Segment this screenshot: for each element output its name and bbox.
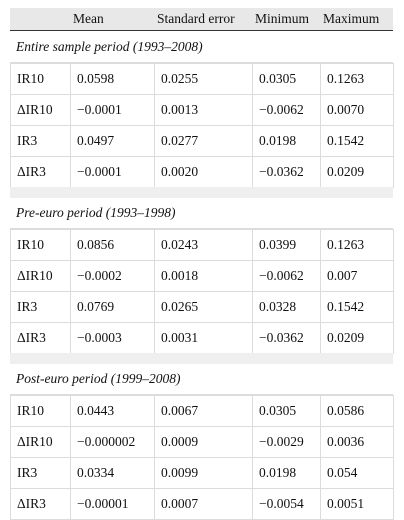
cell-value: 0.0209 xyxy=(320,156,394,188)
cell-value: 0.0070 xyxy=(320,94,394,126)
cell-value: 0.0031 xyxy=(154,322,253,354)
section-title: Post-euro period (1999–2008) xyxy=(10,364,393,395)
cell-value: 0.0009 xyxy=(154,426,253,458)
cell-value: −0.000002 xyxy=(70,426,155,458)
cell-value: 0.0856 xyxy=(70,229,155,261)
cell-value: −0.0029 xyxy=(252,426,321,458)
row-label: ΔIR3 xyxy=(10,156,71,188)
cell-value: 0.0769 xyxy=(70,291,155,323)
header-row xyxy=(10,8,393,30)
cell-value: 0.0598 xyxy=(70,63,155,95)
row-label: IR3 xyxy=(10,291,71,323)
cell-value: 0.0051 xyxy=(320,488,394,520)
cell-value: −0.0362 xyxy=(252,322,321,354)
cell-value: 0.007 xyxy=(320,260,394,292)
cell-value: −0.0054 xyxy=(252,488,321,520)
section-title: Entire sample period (1993–2008) xyxy=(10,32,393,63)
cell-value: 0.0036 xyxy=(320,426,394,458)
cell-value: 0.0399 xyxy=(252,229,321,261)
cell-value: 0.0099 xyxy=(154,457,253,489)
row-label: IR3 xyxy=(10,125,71,157)
column-header: Standard error xyxy=(157,11,235,26)
cell-value: 0.0013 xyxy=(154,94,253,126)
column-header: Maximum xyxy=(323,11,380,26)
cell-value: −0.0362 xyxy=(252,156,321,188)
cell-value: 0.0007 xyxy=(154,488,253,520)
cell-value: 0.0067 xyxy=(154,395,253,427)
cell-value: −0.0001 xyxy=(70,156,155,188)
cell-value: 0.1263 xyxy=(320,229,394,261)
cell-value: 0.0443 xyxy=(70,395,155,427)
row-label: IR3 xyxy=(10,457,71,489)
cell-value: −0.0001 xyxy=(70,94,155,126)
cell-value: 0.0586 xyxy=(320,395,394,427)
cell-value: 0.0209 xyxy=(320,322,394,354)
cell-value: −0.0062 xyxy=(252,260,321,292)
cell-value: 0.0198 xyxy=(252,125,321,157)
header-rule xyxy=(10,30,393,31)
row-label: IR10 xyxy=(10,63,71,95)
section-gap xyxy=(10,187,393,198)
cell-value: 0.1263 xyxy=(320,63,394,95)
cell-value: 0.054 xyxy=(320,457,394,489)
cell-value: 0.1542 xyxy=(320,291,394,323)
cell-value: 0.0020 xyxy=(154,156,253,188)
column-header: Minimum xyxy=(255,11,310,26)
section-gap xyxy=(10,353,393,364)
cell-value: 0.0328 xyxy=(252,291,321,323)
row-label: ΔIR10 xyxy=(10,260,71,292)
cell-value: −0.0003 xyxy=(70,322,155,354)
row-label: IR10 xyxy=(10,395,71,427)
cell-value: −0.00001 xyxy=(70,488,155,520)
cell-value: 0.0305 xyxy=(252,395,321,427)
cell-value: 0.0265 xyxy=(154,291,253,323)
cell-value: 0.0243 xyxy=(154,229,253,261)
column-header: Mean xyxy=(73,11,104,26)
cell-value: −0.0062 xyxy=(252,94,321,126)
row-label: IR10 xyxy=(10,229,71,261)
section-title: Pre-euro period (1993–1998) xyxy=(10,198,393,229)
cell-value: 0.0255 xyxy=(154,63,253,95)
cell-value: 0.0277 xyxy=(154,125,253,157)
cell-value: 0.1542 xyxy=(320,125,394,157)
row-label: ΔIR3 xyxy=(10,488,71,520)
row-label: ΔIR3 xyxy=(10,322,71,354)
row-label: ΔIR10 xyxy=(10,426,71,458)
row-label: ΔIR10 xyxy=(10,94,71,126)
cell-value: 0.0198 xyxy=(252,457,321,489)
cell-value: 0.0305 xyxy=(252,63,321,95)
cell-value: 0.0018 xyxy=(154,260,253,292)
cell-value: 0.0497 xyxy=(70,125,155,157)
cell-value: 0.0334 xyxy=(70,457,155,489)
cell-value: −0.0002 xyxy=(70,260,155,292)
